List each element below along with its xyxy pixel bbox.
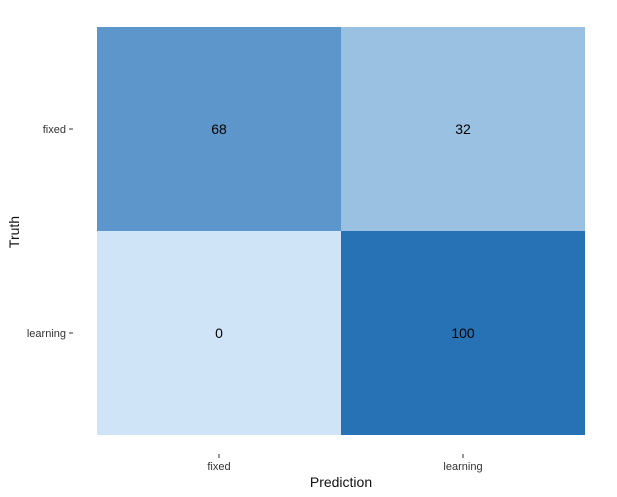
heatmap-cell-label: 0 [215, 325, 223, 341]
x-axis-tick-label: fixed [207, 461, 230, 473]
y-axis-tick-label: fixed [43, 124, 66, 136]
heatmap-cell-fixed-fixed [97, 27, 341, 231]
heatmap-cell-learning-learning [341, 231, 585, 435]
heatmap-cell-labels: 68 32 0 100 [211, 121, 475, 341]
heatmap-cell-label: 100 [451, 325, 475, 341]
y-axis-title: Truth [6, 216, 22, 248]
heatmap-cell-label: 68 [211, 121, 227, 137]
y-axis: fixed learning [27, 124, 73, 340]
x-axis: fixed learning [207, 454, 483, 473]
heatmap-cell-learning-fixed [97, 231, 341, 435]
x-axis-title: Prediction [310, 474, 372, 490]
heatmap-cells [97, 27, 585, 435]
y-axis-tick-label: learning [27, 328, 66, 340]
x-axis-tick-label: learning [443, 461, 482, 473]
heatmap-cell-label: 32 [455, 121, 471, 137]
heatmap-cell-fixed-learning [341, 27, 585, 231]
